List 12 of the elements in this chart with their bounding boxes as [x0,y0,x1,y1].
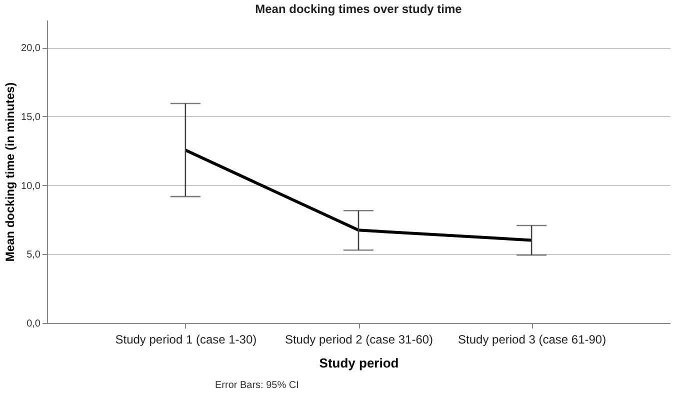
x-tick-label: Study period 2 (case 31-60) [284,332,434,346]
chart-title: Mean docking times over study time [255,2,462,16]
x-axis-title: Study period [319,356,399,370]
y-axis-title: Mean docking time (in minutes) [3,82,18,262]
text: Error Bars: 95% CI [215,380,299,391]
y-tick-label: 0,0 [26,318,41,330]
y-tick-label: 10,0 [21,180,41,192]
y-tick-label: 5,0 [26,250,41,261]
y-tick-label: 15,0 [21,112,41,123]
y-tick-label: 20,0 [21,43,41,54]
x-tick-label: Study period 3 (case 61-90) [458,332,606,346]
x-tick-label: Study period 1 (case 1-30) [115,332,257,346]
